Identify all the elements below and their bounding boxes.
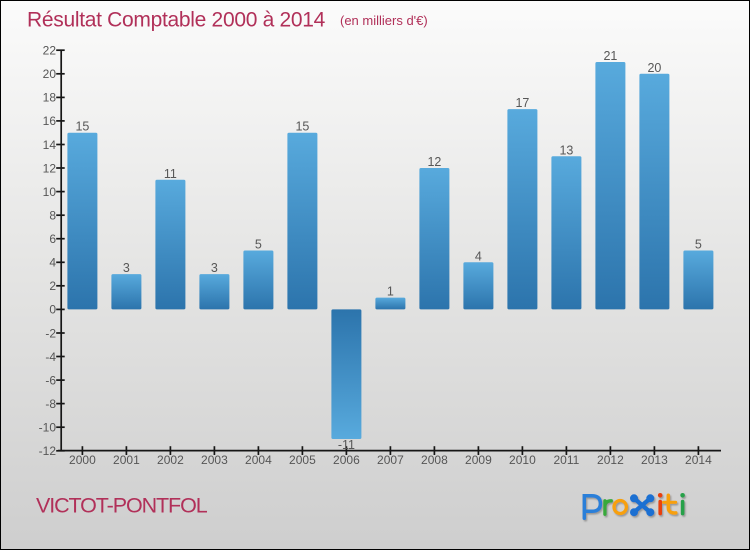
svg-text:2005: 2005 — [289, 453, 316, 467]
svg-text:13: 13 — [559, 143, 573, 157]
svg-text:5: 5 — [255, 238, 262, 252]
svg-text:Résultat Comptable 2000 à 2014: Résultat Comptable 2000 à 2014 — [27, 9, 326, 32]
svg-text:20: 20 — [43, 67, 57, 81]
svg-text:17: 17 — [515, 96, 529, 110]
svg-text:-10: -10 — [39, 421, 57, 435]
svg-text:2009: 2009 — [465, 453, 492, 467]
svg-text:2: 2 — [49, 279, 56, 293]
svg-text:21: 21 — [603, 49, 617, 63]
svg-text:2002: 2002 — [157, 453, 184, 467]
svg-text:2008: 2008 — [421, 453, 448, 467]
svg-text:2010: 2010 — [509, 453, 536, 467]
svg-text:2012: 2012 — [597, 453, 624, 467]
svg-text:2001: 2001 — [113, 453, 140, 467]
svg-text:(en milliers d'€): (en milliers d'€) — [340, 13, 428, 28]
svg-text:15: 15 — [295, 120, 309, 134]
svg-text:-8: -8 — [45, 397, 56, 411]
svg-text:-11: -11 — [338, 438, 355, 452]
svg-text:4: 4 — [475, 249, 482, 263]
svg-text:3: 3 — [211, 261, 218, 275]
svg-text:4: 4 — [49, 256, 56, 270]
svg-text:1: 1 — [387, 285, 394, 299]
svg-text:-12: -12 — [39, 444, 57, 458]
svg-text:2003: 2003 — [201, 453, 228, 467]
svg-text:2004: 2004 — [245, 453, 272, 467]
svg-text:2014: 2014 — [685, 453, 712, 467]
svg-text:16: 16 — [43, 114, 57, 128]
svg-text:12: 12 — [43, 161, 57, 175]
svg-text:3: 3 — [123, 261, 130, 275]
svg-text:5: 5 — [695, 238, 702, 252]
svg-text:14: 14 — [43, 138, 57, 152]
svg-text:2013: 2013 — [641, 453, 668, 467]
svg-text:12: 12 — [427, 155, 441, 169]
svg-text:8: 8 — [49, 209, 56, 223]
svg-text:-2: -2 — [45, 326, 56, 340]
svg-text:-4: -4 — [45, 350, 56, 364]
svg-text:18: 18 — [43, 91, 57, 105]
svg-text:20: 20 — [647, 61, 661, 75]
svg-text:2006: 2006 — [333, 453, 360, 467]
svg-text:11: 11 — [164, 167, 177, 181]
svg-text:2007: 2007 — [377, 453, 404, 467]
svg-text:-6: -6 — [45, 373, 56, 387]
svg-text:2011: 2011 — [553, 453, 579, 467]
svg-text:0: 0 — [49, 303, 56, 317]
svg-text:15: 15 — [75, 120, 89, 134]
svg-text:10: 10 — [43, 185, 57, 199]
svg-text:22: 22 — [43, 44, 57, 58]
svg-text:6: 6 — [49, 232, 56, 246]
svg-text:2000: 2000 — [69, 453, 96, 467]
svg-text:VICTOT-PONTFOL: VICTOT-PONTFOL — [36, 494, 208, 518]
